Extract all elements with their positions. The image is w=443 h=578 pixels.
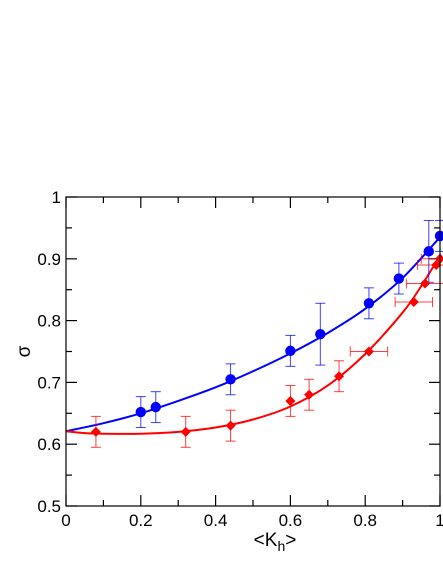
data-point-series-1 bbox=[225, 374, 236, 385]
x-tick-label: 0.6 bbox=[279, 511, 303, 530]
x-axis-label-sub: h bbox=[277, 538, 285, 554]
data-point-series-1 bbox=[363, 298, 375, 309]
y-tick-label: 1 bbox=[52, 188, 61, 207]
fit-curves bbox=[65, 236, 441, 435]
y-tick-label: 0.8 bbox=[37, 312, 61, 331]
data-point-series-1 bbox=[285, 345, 296, 357]
data-point-series-2 bbox=[420, 278, 431, 289]
data-point-series-1 bbox=[423, 246, 434, 257]
data-point-series-1 bbox=[135, 406, 146, 418]
y-tick-label: 0.7 bbox=[37, 373, 61, 392]
x-tick-label: 0.4 bbox=[204, 511, 228, 530]
x-axis-label-main: <K bbox=[254, 530, 278, 551]
data-point-series-2 bbox=[408, 297, 419, 308]
y-tick-label: 0.9 bbox=[37, 250, 61, 269]
data-point-series-2 bbox=[334, 371, 345, 382]
data-point-series-2 bbox=[285, 395, 296, 406]
data-point-series-2 bbox=[180, 426, 191, 437]
x-tick-label: 0.8 bbox=[353, 511, 377, 530]
data-points bbox=[90, 230, 443, 437]
x-tick-label: 0.2 bbox=[129, 511, 153, 530]
data-point-series-1 bbox=[393, 273, 405, 284]
data-point-series-2 bbox=[363, 346, 374, 357]
x-tick-label: 1 bbox=[435, 511, 443, 530]
data-point-series-2 bbox=[90, 426, 101, 437]
x-axis-label: <Kh> bbox=[254, 530, 297, 554]
x-axis-label-end: > bbox=[285, 530, 296, 551]
y-tick-label: 0.6 bbox=[37, 435, 61, 454]
y-tick-label: 0.5 bbox=[37, 497, 61, 516]
x-tick-label: 0 bbox=[61, 511, 70, 530]
y-axis-label: σ bbox=[14, 345, 35, 357]
fit-curve-series-1 bbox=[65, 236, 441, 433]
data-point-series-2 bbox=[435, 253, 443, 264]
data-point-series-2 bbox=[304, 389, 315, 400]
tick-labels: 0 0.2 0.4 0.6 0.8 1 0.5 0.6 0.7 0.8 0.9 1 bbox=[37, 188, 443, 530]
data-point-series-1 bbox=[315, 328, 326, 340]
fit-curve-series-2 bbox=[65, 255, 441, 435]
data-point-series-1 bbox=[150, 401, 161, 413]
error-bars bbox=[90, 219, 443, 448]
data-point-series-1 bbox=[434, 230, 443, 242]
plot-frame bbox=[65, 196, 441, 507]
data-point-series-2 bbox=[225, 420, 236, 431]
